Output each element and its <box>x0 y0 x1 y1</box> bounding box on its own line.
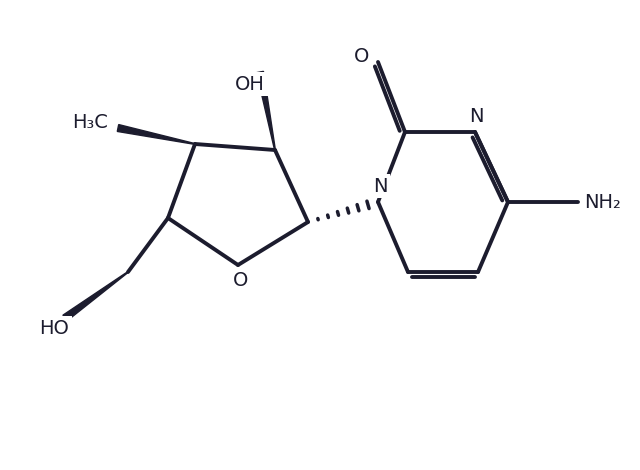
Text: N: N <box>468 107 483 125</box>
Polygon shape <box>257 71 275 150</box>
Polygon shape <box>117 125 195 144</box>
Text: HO: HO <box>39 319 69 337</box>
Text: N: N <box>372 177 387 196</box>
Text: O: O <box>234 271 249 290</box>
Text: H₃C: H₃C <box>72 112 108 132</box>
Text: O: O <box>355 47 370 65</box>
Text: OH: OH <box>235 75 265 94</box>
Text: NH₂: NH₂ <box>584 193 621 212</box>
Polygon shape <box>63 272 128 321</box>
